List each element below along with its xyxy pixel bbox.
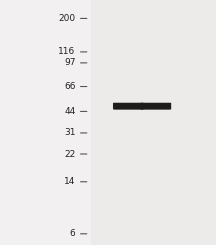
Text: 200: 200 bbox=[59, 14, 76, 23]
FancyBboxPatch shape bbox=[113, 103, 144, 109]
FancyBboxPatch shape bbox=[114, 103, 143, 109]
FancyBboxPatch shape bbox=[145, 103, 167, 109]
FancyBboxPatch shape bbox=[117, 103, 140, 109]
FancyBboxPatch shape bbox=[113, 103, 143, 109]
FancyBboxPatch shape bbox=[141, 103, 170, 109]
FancyBboxPatch shape bbox=[117, 103, 140, 109]
FancyBboxPatch shape bbox=[114, 103, 143, 109]
Text: 31: 31 bbox=[64, 128, 76, 137]
FancyBboxPatch shape bbox=[145, 104, 167, 109]
FancyBboxPatch shape bbox=[143, 103, 169, 109]
FancyBboxPatch shape bbox=[146, 104, 166, 109]
FancyBboxPatch shape bbox=[116, 103, 140, 109]
FancyBboxPatch shape bbox=[117, 104, 139, 109]
Text: 6: 6 bbox=[70, 229, 76, 238]
FancyBboxPatch shape bbox=[146, 104, 166, 109]
FancyBboxPatch shape bbox=[142, 103, 169, 109]
FancyBboxPatch shape bbox=[141, 103, 171, 109]
Text: 66: 66 bbox=[64, 82, 76, 91]
Text: 14: 14 bbox=[64, 177, 76, 186]
Bar bbox=[91, 0, 216, 245]
FancyBboxPatch shape bbox=[118, 104, 139, 109]
FancyBboxPatch shape bbox=[114, 103, 142, 109]
FancyBboxPatch shape bbox=[142, 103, 170, 109]
Text: 97: 97 bbox=[64, 58, 76, 67]
FancyBboxPatch shape bbox=[115, 103, 142, 109]
FancyBboxPatch shape bbox=[143, 103, 168, 109]
FancyBboxPatch shape bbox=[141, 103, 171, 109]
FancyBboxPatch shape bbox=[118, 104, 139, 109]
FancyBboxPatch shape bbox=[143, 103, 169, 109]
Text: 116: 116 bbox=[58, 47, 76, 56]
FancyBboxPatch shape bbox=[116, 103, 141, 109]
FancyBboxPatch shape bbox=[118, 104, 138, 109]
FancyBboxPatch shape bbox=[144, 103, 168, 109]
FancyBboxPatch shape bbox=[116, 103, 141, 109]
FancyBboxPatch shape bbox=[142, 103, 170, 109]
FancyBboxPatch shape bbox=[145, 104, 167, 109]
FancyBboxPatch shape bbox=[144, 103, 168, 109]
FancyBboxPatch shape bbox=[115, 103, 141, 109]
Text: 44: 44 bbox=[64, 107, 76, 116]
Text: 22: 22 bbox=[64, 149, 76, 159]
